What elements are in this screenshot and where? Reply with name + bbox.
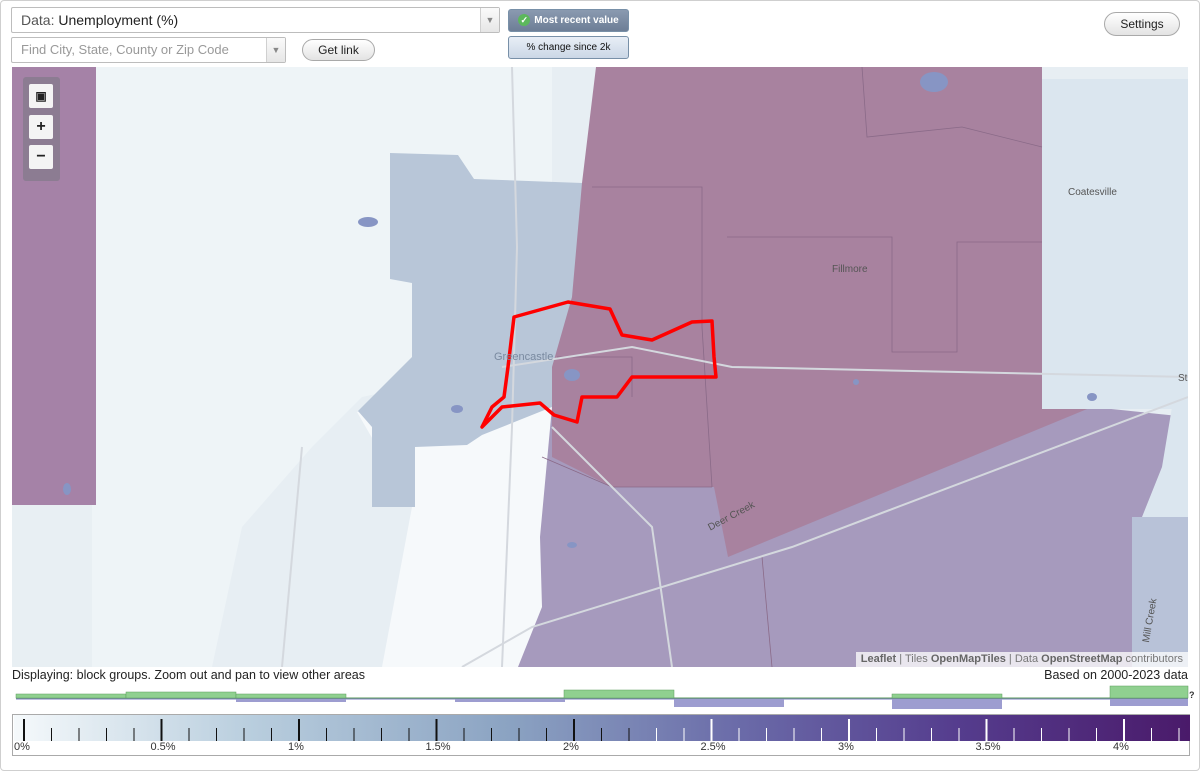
legend-ticks	[23, 719, 1180, 741]
legend-tick-label: 0%	[14, 741, 30, 753]
check-icon: ✓	[518, 14, 531, 27]
data-select-value: Unemployment (%)	[58, 12, 179, 28]
region-southeast-blue	[1132, 517, 1188, 667]
chevron-down-icon[interactable]: ▼	[266, 38, 285, 62]
openmaptiles-link[interactable]: OpenMapTiles	[930, 653, 1006, 665]
most-recent-value-toggle[interactable]: ✓ Most recent value	[508, 9, 629, 32]
search-placeholder: Find City, State, County or Zip Code	[21, 42, 229, 57]
leaflet-link[interactable]: Leaflet	[860, 653, 897, 665]
legend-tick-label: 2%	[563, 741, 579, 753]
color-legend: 0% 0.5% 1% 1.5% 2% 2.5% 3% 3.5% 4%	[12, 714, 1190, 756]
map-canvas[interactable]	[12, 67, 1188, 667]
most-recent-value-label: Most recent value	[534, 15, 619, 26]
attribution-data-prefix: Data	[1014, 653, 1039, 665]
data-select[interactable]: Data: Unemployment (%) ▼	[11, 7, 500, 33]
legend-tick-label: 0.5%	[150, 741, 176, 753]
map-label-st: St	[1178, 373, 1188, 384]
openstreetmap-link[interactable]: OpenStreetMap	[1041, 653, 1123, 665]
settings-button[interactable]: Settings	[1104, 12, 1180, 36]
value-histogram	[15, 685, 1189, 709]
roads	[281, 67, 1188, 667]
attribution-tiles-prefix: Tiles	[904, 653, 928, 665]
data-range-status: Based on 2000-2023 data	[1044, 668, 1188, 682]
data-select-prefix: Data:	[21, 12, 55, 28]
region-central-blue	[358, 153, 582, 507]
water-bodies	[63, 72, 1097, 548]
region-east-light	[1042, 79, 1188, 409]
selected-area-outline	[480, 300, 718, 429]
legend-tick-label: 1.5%	[425, 741, 451, 753]
map-label-fillmore: Fillmore	[832, 264, 868, 275]
search-input[interactable]: Find City, State, County or Zip Code ▼	[11, 37, 286, 63]
zoom-in-button[interactable]: +	[29, 115, 53, 139]
legend-tick-label: 1%	[288, 741, 304, 753]
legend-tick-label: 2.5%	[700, 741, 726, 753]
map-label-coatesville: Coatesville	[1068, 187, 1117, 198]
get-link-button[interactable]: Get link	[302, 39, 375, 61]
chevron-down-icon[interactable]: ▼	[480, 8, 499, 32]
zoom-controls: ▣ + −	[23, 77, 60, 181]
map-label-greencastle: Greencastle	[494, 351, 554, 363]
map-attribution: Leaflet | Tiles OpenMapTiles | Data Open…	[855, 652, 1188, 667]
map-view[interactable]: Greencastle Fillmore Coatesville Deer Cr…	[12, 67, 1188, 667]
region-northeast-mauve	[552, 67, 1092, 557]
region-west-light-bottom	[12, 505, 92, 667]
fullscreen-icon[interactable]: ▣	[29, 84, 53, 108]
region-east-light-lower	[1142, 407, 1188, 527]
display-status: Displaying: block groups. Zoom out and p…	[12, 668, 365, 682]
change-since-2k-toggle[interactable]: % change since 2k	[508, 36, 629, 59]
legend-tick-label: 4%	[1113, 741, 1129, 753]
legend-tick-label: 3%	[838, 741, 854, 753]
attribution-suffix: contributors	[1125, 653, 1183, 665]
histogram-help-icon[interactable]: ?	[1189, 690, 1195, 700]
zoom-out-button[interactable]: −	[29, 145, 53, 169]
legend-tick-label: 3.5%	[975, 741, 1001, 753]
